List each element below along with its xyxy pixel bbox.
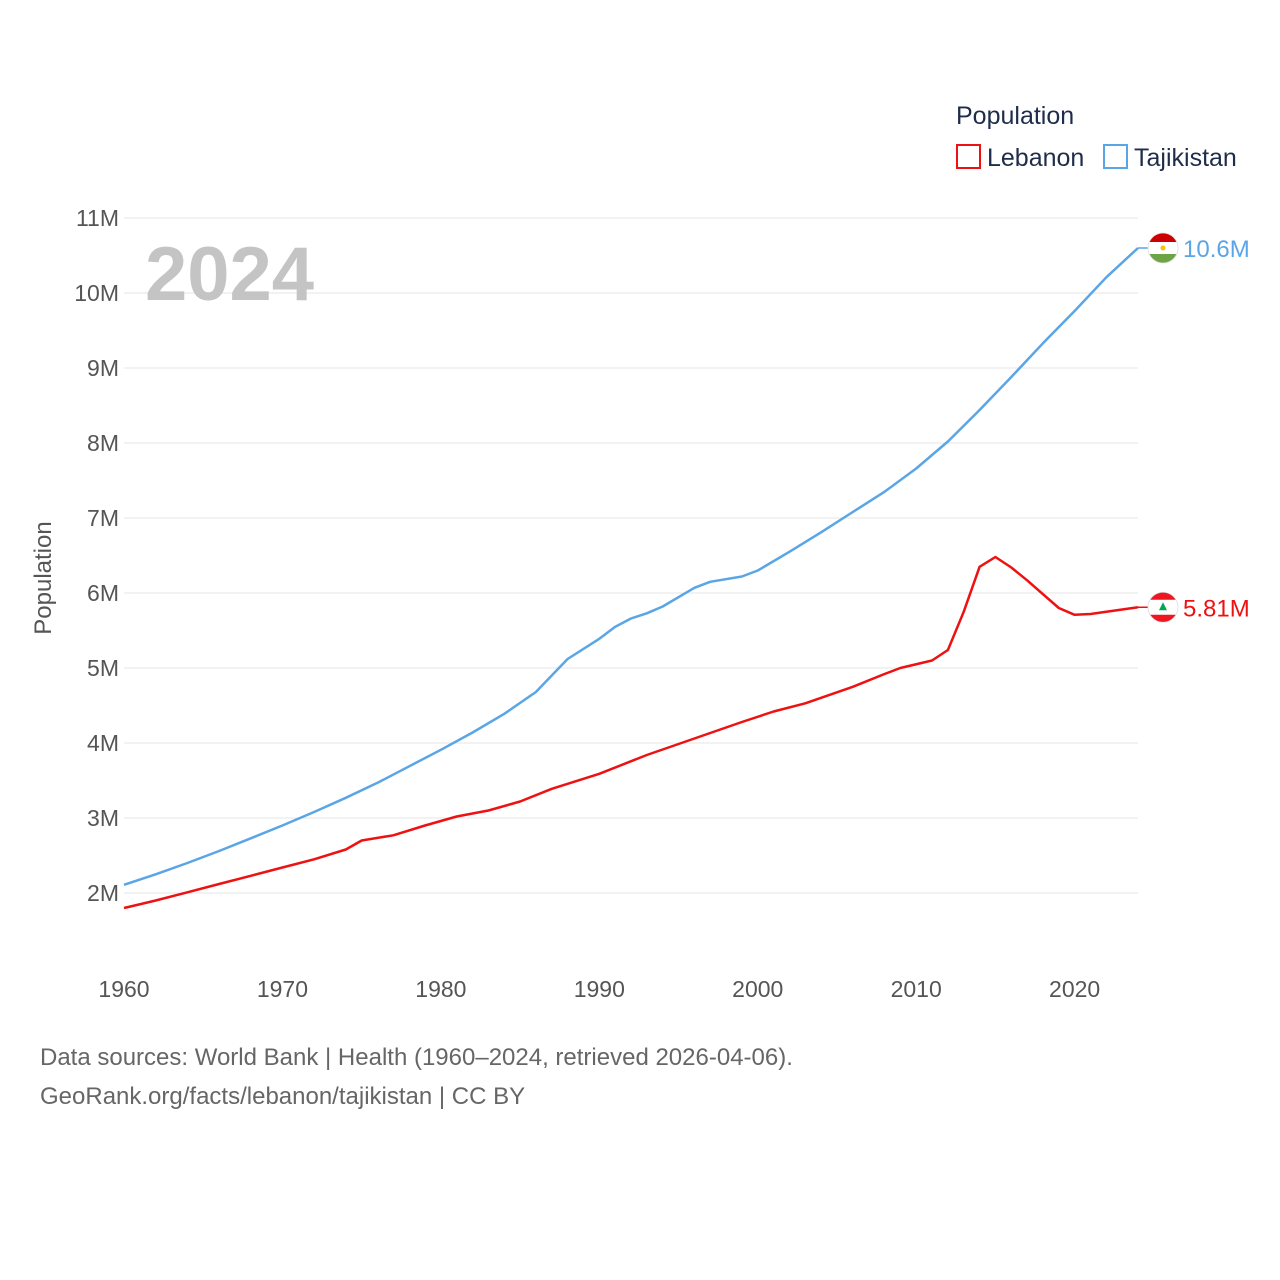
x-tick-label: 2010: [891, 976, 942, 1002]
end-value-label-tajikistan: 10.6M: [1183, 236, 1250, 263]
y-tick-label: 9M: [87, 355, 119, 381]
y-tick-label: 5M: [87, 655, 119, 681]
x-tick-label: 1960: [98, 976, 149, 1002]
legend-swatch-tajikistan: [1103, 144, 1128, 169]
x-tick-label: 2000: [732, 976, 783, 1002]
legend: Population Lebanon Tajikistan: [956, 102, 1237, 172]
series-end-markers: 5.81M 10.6M: [1138, 232, 1250, 623]
series-line-tajikistan[interactable]: [123, 247, 1139, 886]
x-tick-label: 1980: [415, 976, 466, 1002]
y-tick-label: 7M: [87, 505, 119, 531]
legend-label-lebanon: Lebanon: [987, 144, 1084, 172]
footer-data-sources: Data sources: World Bank | Health (1960–…: [40, 1044, 793, 1071]
x-axis-tick-labels: 1960 1970 1980 1990 2000 2010 2020: [98, 976, 1100, 1002]
series-lines: [123, 247, 1139, 910]
footer-credit-link[interactable]: GeoRank.org/facts/lebanon/tajikistan | C…: [40, 1083, 526, 1110]
legend-item-tajikistan[interactable]: Tajikistan: [1103, 144, 1237, 172]
y-tick-label: 2M: [87, 880, 119, 906]
y-tick-label: 3M: [87, 805, 119, 831]
year-watermark: 2024: [145, 232, 314, 317]
legend-label-tajikistan: Tajikistan: [1134, 144, 1237, 172]
y-tick-label: 4M: [87, 730, 119, 756]
grid-lines: [124, 217, 1138, 894]
y-tick-label: 6M: [87, 580, 119, 606]
tajikistan-flag-icon: [1147, 232, 1179, 264]
legend-swatch-lebanon: [956, 144, 981, 169]
y-tick-label: 10M: [74, 280, 119, 306]
x-tick-label: 1970: [257, 976, 308, 1002]
y-axis-title: Population: [30, 521, 57, 634]
x-tick-label: 1990: [574, 976, 625, 1002]
y-tick-label: 11M: [76, 205, 119, 231]
lebanon-flag-icon: [1147, 591, 1179, 623]
legend-item-lebanon[interactable]: Lebanon: [956, 144, 1084, 172]
y-axis-tick-labels: 2M 3M 4M 5M 6M 7M 8M 9M 10M 11M: [74, 205, 119, 906]
series-line-lebanon[interactable]: [123, 555, 1139, 910]
y-tick-label: 8M: [87, 430, 119, 456]
x-tick-label: 2020: [1049, 976, 1100, 1002]
legend-title: Population: [956, 102, 1074, 130]
end-value-label-lebanon: 5.81M: [1183, 595, 1250, 622]
